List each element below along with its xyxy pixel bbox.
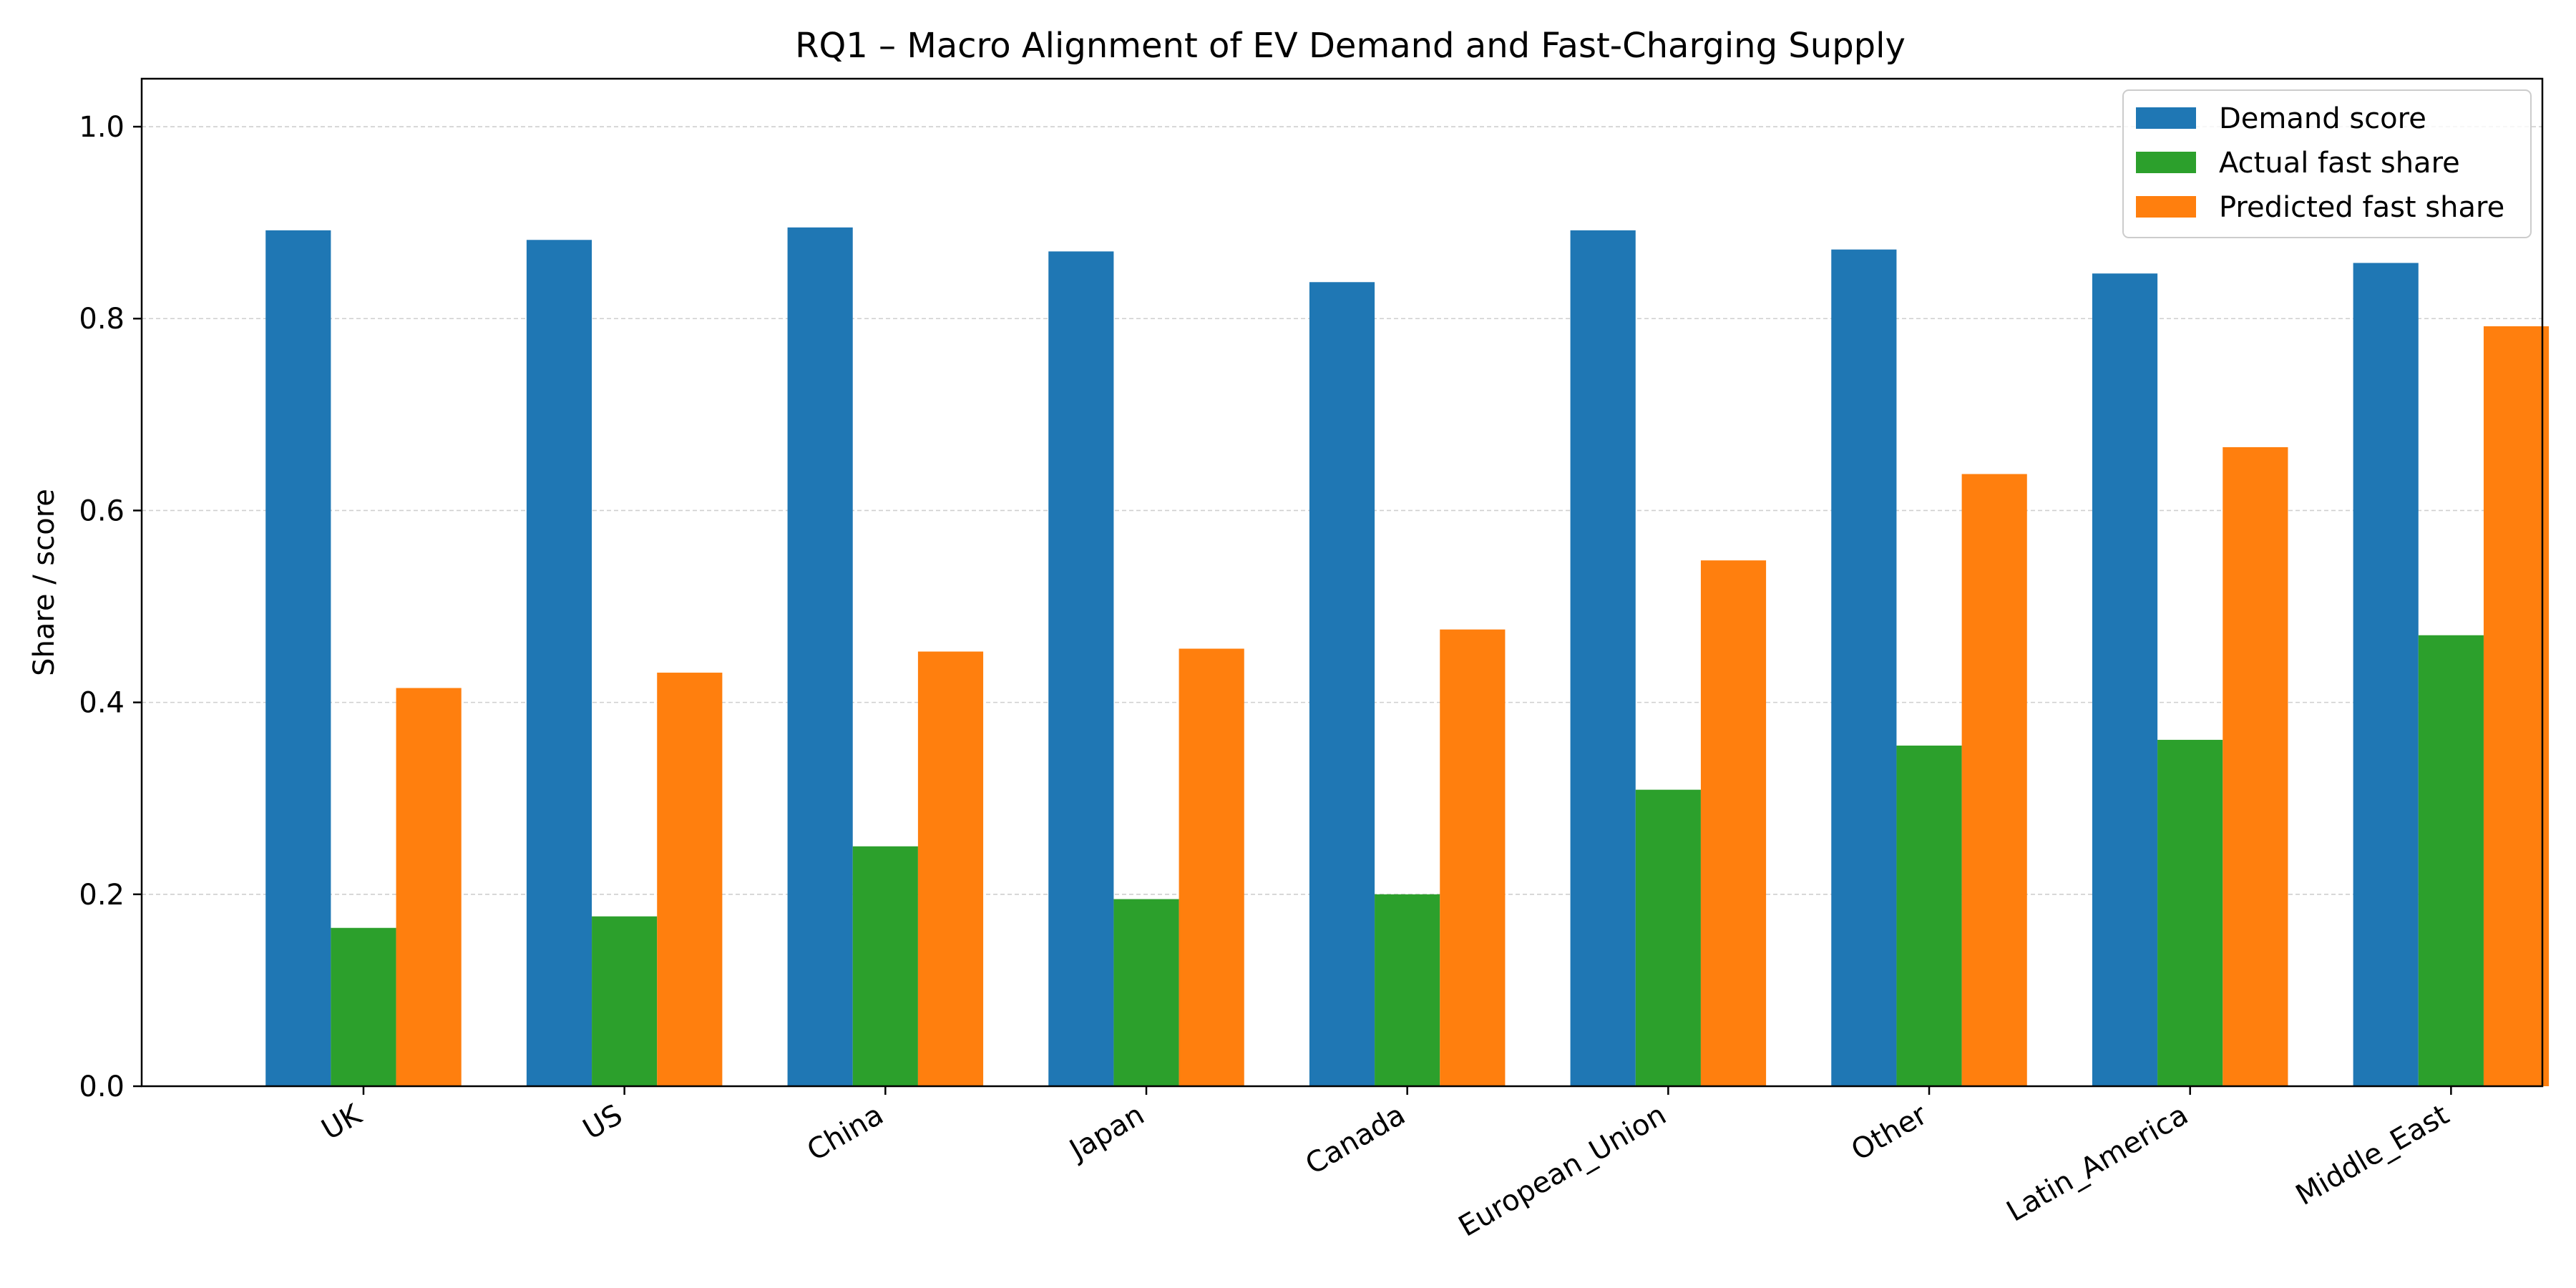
y-axis: 0.0 0.2 0.4 0.6 0.8 1.0 xyxy=(79,111,142,1103)
y-tick-label: 0.6 xyxy=(79,494,125,527)
bar-predicted-fast-share xyxy=(2223,447,2288,1086)
bar-actual-fast-share xyxy=(1113,899,1179,1086)
legend-swatch xyxy=(2136,107,2196,129)
bar-demand-score xyxy=(265,230,331,1086)
bar-predicted-fast-share xyxy=(1700,560,1767,1086)
legend-label: Actual fast share xyxy=(2219,147,2460,180)
legend-label: Predicted fast share xyxy=(2219,191,2504,224)
bar-predicted-fast-share xyxy=(1440,629,1506,1086)
bar-demand-score xyxy=(1831,249,1897,1087)
legend-swatch xyxy=(2136,152,2196,173)
bar-actual-fast-share xyxy=(331,927,396,1086)
legend-swatch xyxy=(2136,196,2196,218)
bar-demand-score xyxy=(1048,251,1114,1086)
bar-demand-score xyxy=(1570,230,1636,1086)
legend-label: Demand score xyxy=(2219,102,2426,135)
bar-actual-fast-share xyxy=(1635,789,1701,1086)
bar-predicted-fast-share xyxy=(1961,474,2027,1086)
legend-box xyxy=(2122,89,2532,238)
chart-title: RQ1 – Macro Alignment of EV Demand and F… xyxy=(795,26,1906,66)
bar-actual-fast-share xyxy=(592,916,658,1086)
bar-predicted-fast-share xyxy=(2483,326,2550,1087)
y-tick-label: 0.4 xyxy=(79,687,125,720)
bar-predicted-fast-share xyxy=(396,688,462,1086)
bar-predicted-fast-share xyxy=(1179,648,1244,1086)
bar-actual-fast-share xyxy=(852,846,918,1086)
y-tick-label: 1.0 xyxy=(79,111,125,144)
bar-demand-score xyxy=(787,227,853,1086)
bar-actual-fast-share xyxy=(1896,745,1962,1086)
legend: Demand score Actual fast share Predicted f… xyxy=(2122,89,2532,238)
bar-actual-fast-share xyxy=(2418,635,2484,1086)
bar-actual-fast-share xyxy=(1375,894,1440,1086)
bars xyxy=(265,227,2550,1087)
y-tick-label: 0.2 xyxy=(79,879,125,912)
bar-demand-score xyxy=(2353,263,2419,1086)
bar-predicted-fast-share xyxy=(917,651,984,1086)
bar-demand-score xyxy=(2092,273,2158,1086)
y-tick-label: 0.0 xyxy=(79,1070,125,1103)
y-tick-label: 0.8 xyxy=(79,303,125,336)
bar-demand-score xyxy=(1309,282,1375,1087)
bar-actual-fast-share xyxy=(2157,739,2223,1086)
bar-predicted-fast-share xyxy=(657,673,723,1086)
y-axis-label: Share / score xyxy=(28,489,61,676)
bar-demand-score xyxy=(526,240,592,1086)
plot-frame xyxy=(140,77,2544,1088)
